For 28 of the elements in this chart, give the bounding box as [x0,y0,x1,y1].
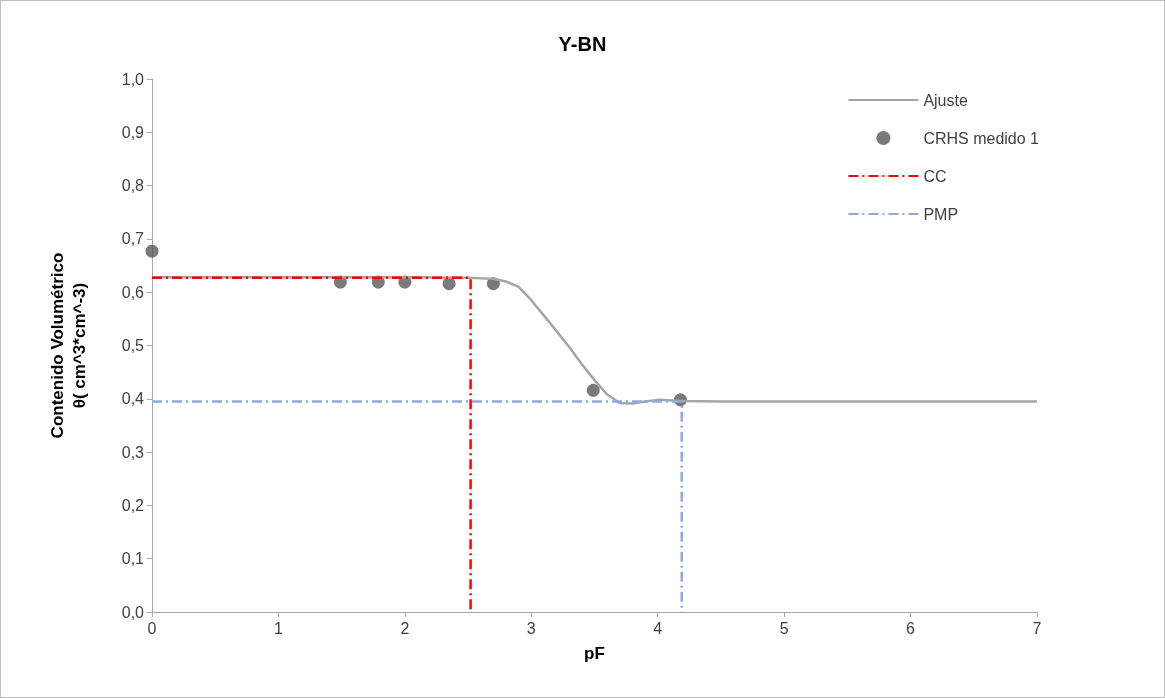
y-tick-label: 0,7 [121,230,145,248]
y-tick-label: 0,8 [121,177,145,195]
y-tick-label: 0,1 [121,550,145,568]
y-axis-title: Contenido Volumétrico θ( cm^3*cm^-3) [47,252,89,439]
x-tick-label: 3 [526,619,536,637]
y-tick-label: 0,4 [121,390,145,408]
y-tick-label: 0,0 [121,603,145,621]
x-tick-label: 5 [779,619,789,637]
x-tick-label: 6 [906,619,916,637]
y-tick-label: 1,0 [121,70,145,88]
y-tick-label: 0,5 [121,337,145,354]
x-tick-label: 0 [147,619,157,637]
legend-label: CRHS medido 1 [923,129,1040,147]
point [586,383,600,397]
legend-label: CC [923,167,947,185]
y-tick-label: 0,6 [121,283,145,301]
x-axis-title: pF [584,643,605,663]
x-tick-label: 4 [653,619,663,637]
legend-label: PMP [923,205,959,223]
y-tick-label: 0,3 [121,443,145,461]
x-tick-label: 1 [273,619,283,637]
y-tick-label: 0,2 [121,496,145,514]
x-tick-label: 2 [400,619,410,637]
x-tick-label: 7 [1032,619,1042,637]
y-tick-label: 0,9 [121,123,145,141]
point [145,244,159,258]
legend-label: Ajuste [923,91,968,109]
chart-title: Y-BN [558,33,607,55]
